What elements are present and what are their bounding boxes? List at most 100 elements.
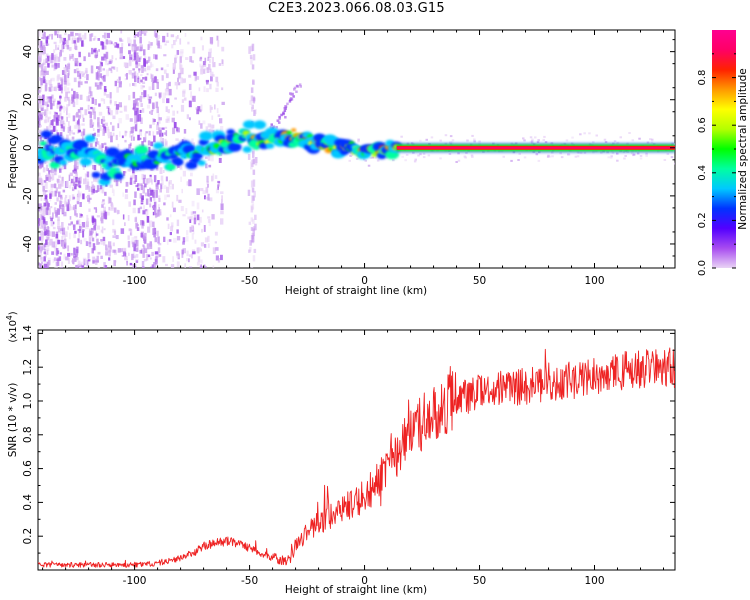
noise-speck: [139, 109, 142, 113]
noise-speck: [367, 164, 371, 167]
noise-speck: [62, 233, 66, 238]
noise-speck: [109, 108, 112, 112]
spectrogram-x-ticks: -100 -50 0 50 100: [42, 30, 665, 287]
noise-speck: [93, 132, 97, 137]
noise-speck: [135, 254, 139, 258]
noise-speck: [68, 113, 71, 118]
noise-speck: [50, 184, 54, 188]
noise-speck: [190, 211, 194, 216]
noise-speck: [118, 102, 122, 107]
noise-speck: [94, 82, 97, 87]
noise-speck: [108, 60, 112, 65]
noise-speck: [181, 188, 183, 194]
noise-speck: [204, 244, 207, 248]
noise-speck: [62, 152, 65, 159]
noise-speck: [46, 141, 49, 146]
noise-speck: [42, 42, 45, 50]
noise-speck: [115, 104, 120, 110]
noise-speck: [103, 86, 107, 92]
noise-speck: [159, 167, 163, 174]
noise-speck: [186, 230, 189, 236]
noise-speck: [464, 156, 467, 159]
noise-speck: [101, 76, 105, 79]
noise-speck: [221, 195, 223, 203]
noise-speck: [349, 152, 353, 155]
noise-speck: [144, 30, 148, 33]
noise-speck: [159, 189, 162, 193]
noise-speck: [172, 110, 175, 116]
noise-speck: [128, 95, 131, 101]
noise-speck: [38, 120, 41, 128]
noise-speck: [162, 170, 165, 173]
noise-speck: [179, 71, 183, 75]
noise-speck: [153, 175, 157, 183]
noise-speck: [179, 38, 182, 45]
noise-speck: [93, 225, 97, 231]
noise-speck: [108, 40, 112, 45]
noise-speck: [609, 156, 613, 159]
noise-speck: [631, 152, 634, 155]
noise-speck: [142, 250, 145, 258]
noise-speck: [137, 102, 140, 107]
noise-speck: [102, 116, 105, 122]
ridge-blob: [114, 172, 124, 180]
noise-speck: [59, 204, 62, 210]
noise-speck: [152, 228, 155, 235]
noise-speck: [138, 130, 142, 137]
noise-speck: [164, 194, 167, 200]
noise-speck: [76, 183, 79, 187]
noise-speck: [249, 100, 252, 105]
noise-speck: [116, 209, 119, 215]
noise-speck: [61, 222, 64, 230]
noise-speck: [144, 183, 147, 188]
noise-speck: [192, 211, 197, 214]
noise-speck: [167, 109, 170, 114]
noise-speck: [208, 219, 211, 227]
x-tick-label: 0: [361, 575, 368, 587]
noise-speck: [62, 227, 66, 235]
noise-speck: [179, 51, 184, 58]
noise-speck: [81, 222, 86, 228]
noise-speck: [138, 144, 142, 147]
noise-speck: [61, 206, 65, 213]
noise-speck: [66, 45, 70, 50]
noise-speck: [51, 231, 55, 237]
noise-speck: [149, 174, 152, 178]
noise-speck: [67, 63, 71, 70]
noise-speck: [139, 36, 142, 44]
noise-speck: [143, 56, 147, 59]
noise-speck: [100, 189, 104, 194]
noise-speck: [67, 199, 70, 205]
noise-speck: [51, 33, 53, 40]
noise-speck: [543, 135, 546, 138]
noise-speck: [251, 43, 255, 51]
noise-speck: [63, 57, 67, 61]
noise-speck: [645, 154, 648, 157]
noise-speck: [666, 153, 670, 155]
noise-speck: [220, 254, 223, 261]
noise-speck: [89, 233, 93, 238]
noise-speck: [98, 144, 102, 149]
x-tick-label: -100: [123, 275, 147, 287]
noise-speck: [132, 133, 134, 137]
noise-speck: [109, 184, 113, 188]
noise-speck: [74, 45, 78, 51]
noise-speck: [191, 138, 194, 144]
noise-speck: [638, 137, 641, 140]
noise-speck: [171, 105, 173, 108]
y-tick-label: 1.0: [22, 393, 34, 410]
noise-speck: [47, 96, 51, 99]
noise-speck: [82, 117, 85, 122]
noise-speck: [59, 39, 62, 44]
ridge-blob: [51, 134, 63, 143]
noise-speck: [107, 129, 110, 136]
noise-speck: [80, 131, 85, 137]
noise-speck: [71, 37, 74, 44]
noise-speck: [96, 260, 99, 263]
noise-speck: [72, 188, 75, 192]
noise-speck: [210, 106, 213, 110]
noise-speck: [207, 193, 210, 201]
noise-speck: [200, 188, 204, 192]
noise-speck: [253, 109, 256, 116]
